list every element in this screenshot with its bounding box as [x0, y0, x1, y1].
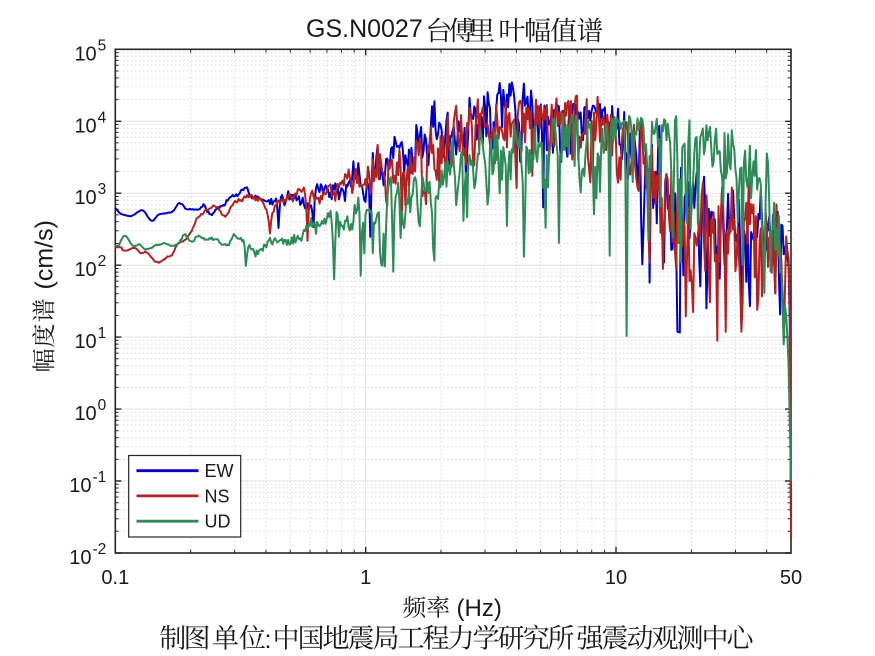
svg-text:(Hz): (Hz)	[457, 595, 502, 622]
svg-text:EW: EW	[205, 461, 234, 481]
svg-text:10: 10	[69, 475, 91, 497]
svg-text:10: 10	[74, 115, 96, 137]
svg-text:10: 10	[74, 331, 96, 353]
svg-text:50: 50	[780, 567, 802, 589]
svg-text:GS.N0027: GS.N0027	[306, 15, 423, 43]
svg-text:10: 10	[605, 567, 627, 589]
svg-text:10: 10	[74, 259, 96, 281]
svg-text:0.1: 0.1	[101, 567, 129, 589]
svg-text:10: 10	[69, 547, 91, 569]
svg-text:10: 10	[74, 43, 96, 65]
svg-text:10: 10	[74, 403, 96, 425]
svg-text:10: 10	[74, 187, 96, 209]
svg-text:3: 3	[98, 181, 107, 198]
svg-text:(cm/s): (cm/s)	[31, 220, 59, 289]
svg-text:1: 1	[360, 567, 371, 589]
svg-text:UD: UD	[205, 512, 231, 532]
svg-text:1: 1	[98, 325, 107, 342]
svg-text:-1: -1	[93, 469, 107, 486]
svg-text:0: 0	[98, 397, 107, 414]
svg-text:5: 5	[98, 37, 107, 54]
svg-text:2: 2	[98, 253, 107, 270]
svg-text:-2: -2	[93, 541, 107, 558]
svg-text:NS: NS	[205, 486, 230, 506]
svg-text:4: 4	[98, 109, 107, 126]
svg-text::: :	[265, 626, 272, 654]
